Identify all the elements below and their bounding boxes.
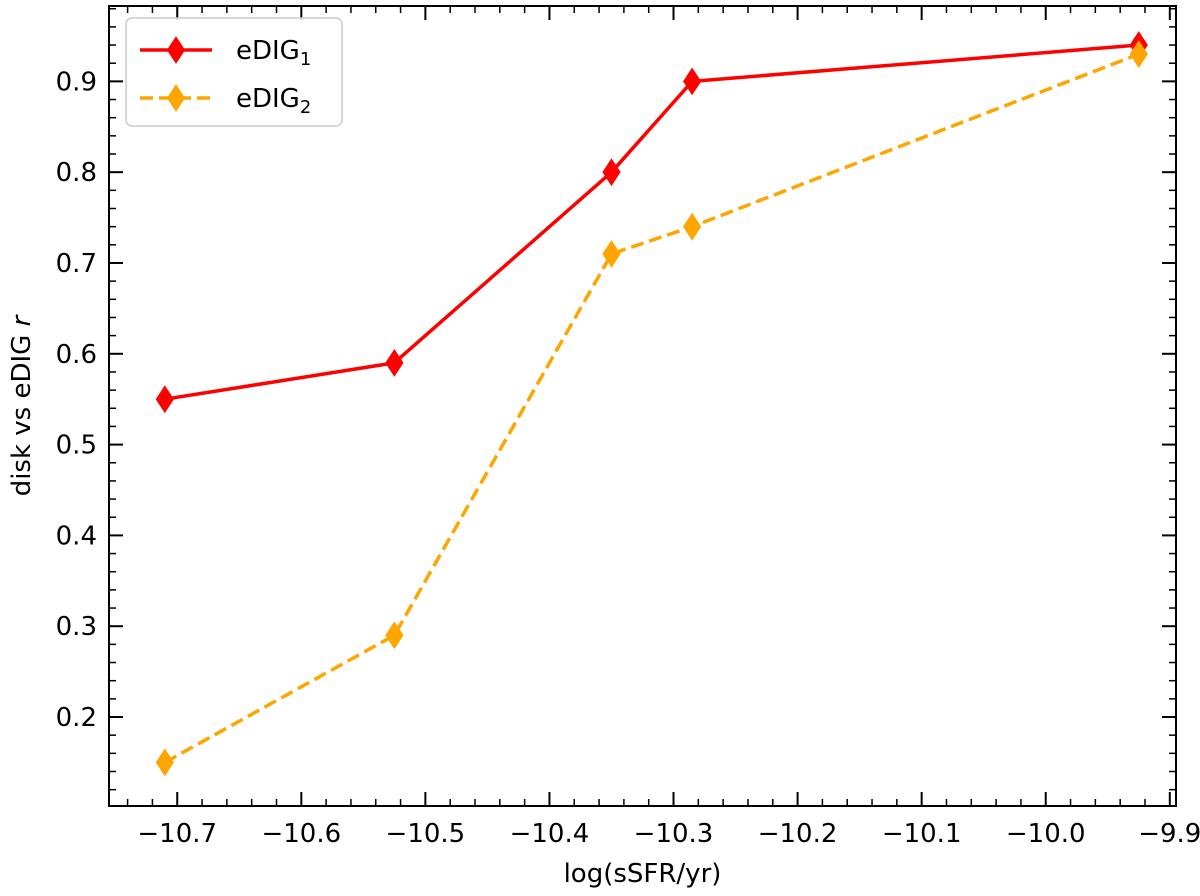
legend-label: eDIG1 <box>236 36 311 70</box>
legend-marker-swatch <box>166 36 186 64</box>
x-tick-label: −9.9 <box>1138 819 1200 849</box>
x-axis-label: log(sSFR/yr) <box>564 859 722 889</box>
series-edig-2 <box>155 40 1148 777</box>
data-point-marker <box>385 621 404 650</box>
x-tick-label: −10.5 <box>386 819 466 849</box>
x-tick-label: −10.6 <box>261 819 341 849</box>
y-tick-label: 0.5 <box>56 431 97 461</box>
y-tick-label: 0.2 <box>56 703 97 733</box>
legend: eDIG1 eDIG2 <box>125 17 343 127</box>
major-ticks <box>109 6 1176 806</box>
legend-entries: eDIG1 eDIG2 <box>140 36 311 118</box>
y-tick-label: 0.6 <box>56 340 97 370</box>
y-tick-label: 0.9 <box>56 67 97 97</box>
data-point-marker <box>385 348 404 377</box>
series-edig-1 <box>155 31 1148 414</box>
legend-entry: eDIG2 <box>140 84 311 118</box>
x-tick-labels: −10.7 −10.6 −10.5 −10.4 −10.3 −10.2 −10.1 −10.0… <box>137 819 1200 849</box>
data-point-marker <box>683 212 702 241</box>
y-axis-label: disk vs eDIG r <box>7 313 37 496</box>
plot-frame <box>108 5 1177 807</box>
minor-ticks <box>109 6 1176 806</box>
x-tick-label: −10.7 <box>137 819 217 849</box>
series-layer <box>155 31 1148 777</box>
y-tick-label: 0.4 <box>56 521 97 551</box>
x-tick-label: −10.0 <box>1006 819 1086 849</box>
data-point-marker <box>602 158 621 187</box>
y-tick-label: 0.7 <box>56 249 97 279</box>
legend-entry: eDIG1 <box>140 36 311 70</box>
x-tick-label: −10.4 <box>510 819 590 849</box>
legend-marker-swatch <box>166 84 186 112</box>
x-tick-label: −10.3 <box>634 819 714 849</box>
data-point-marker <box>155 748 174 777</box>
y-axis-label-main: disk vs eDIG <box>7 326 37 496</box>
data-point-marker <box>155 385 174 414</box>
x-tick-label: −10.2 <box>758 819 838 849</box>
data-point-marker <box>1129 40 1148 69</box>
legend-label: eDIG2 <box>236 84 311 118</box>
series-line <box>163 52 1140 764</box>
data-point-marker <box>683 67 702 96</box>
y-tick-label: 0.3 <box>56 612 97 642</box>
y-tick-labels: 0.2 0.3 0.4 0.5 0.6 0.7 0.8 0.9 <box>56 67 97 733</box>
x-tick-label: −10.1 <box>882 819 962 849</box>
y-tick-label: 0.8 <box>56 158 97 188</box>
y-axis-label-variable: r <box>7 313 37 326</box>
data-point-marker <box>602 239 621 268</box>
